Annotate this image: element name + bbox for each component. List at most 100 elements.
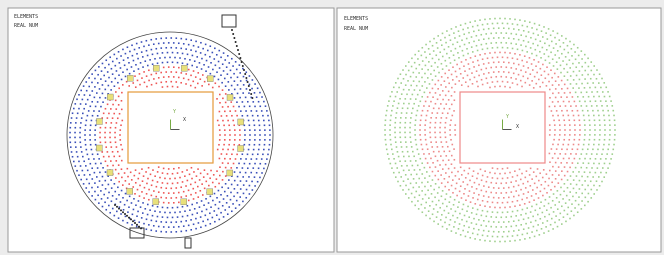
- element: [404, 160, 406, 162]
- element: [144, 60, 146, 62]
- element: [541, 30, 543, 32]
- element: [224, 111, 226, 113]
- element: [426, 115, 428, 117]
- element: [157, 181, 159, 183]
- element: [227, 149, 229, 151]
- element: [556, 110, 558, 112]
- element: [238, 163, 240, 165]
- element: [167, 86, 169, 88]
- element: [513, 196, 515, 198]
- element: [472, 83, 474, 85]
- element: [556, 61, 558, 63]
- element: [391, 91, 393, 93]
- element: [614, 129, 616, 131]
- element: [269, 124, 271, 126]
- element: [611, 105, 613, 107]
- element: [488, 196, 490, 198]
- element: [589, 158, 591, 160]
- element: [242, 68, 244, 70]
- element: [569, 134, 571, 136]
- element: [454, 134, 456, 136]
- element: [138, 68, 140, 70]
- element: [402, 107, 404, 109]
- element: [473, 192, 475, 194]
- element: [454, 91, 456, 93]
- element: [410, 122, 412, 124]
- element: [438, 59, 440, 61]
- element: [442, 226, 444, 228]
- element: [499, 173, 501, 175]
- block: [181, 65, 187, 71]
- element: [509, 52, 511, 54]
- element: [218, 124, 220, 126]
- element: [533, 33, 535, 35]
- element: [553, 193, 555, 195]
- element: [112, 195, 114, 197]
- element: [519, 169, 521, 171]
- element: [89, 134, 91, 136]
- element: [111, 146, 113, 148]
- element: [607, 167, 609, 169]
- element: [504, 241, 506, 243]
- element: [235, 61, 237, 63]
- element: [165, 71, 167, 73]
- element: [153, 190, 155, 192]
- element: [614, 134, 616, 136]
- element: [129, 73, 131, 75]
- element: [134, 193, 136, 195]
- element: [392, 105, 394, 107]
- element: [441, 44, 443, 46]
- element: [518, 220, 520, 222]
- element: [600, 87, 602, 89]
- element: [94, 134, 96, 136]
- element: [259, 125, 261, 127]
- panel-title: ELEMENTS: [14, 14, 38, 20]
- element: [467, 53, 469, 55]
- element: [570, 183, 572, 185]
- element: [259, 105, 261, 107]
- element: [131, 179, 133, 181]
- element: [233, 37, 235, 39]
- element: [441, 141, 443, 143]
- element: [427, 189, 429, 191]
- element: [508, 28, 510, 30]
- element: [92, 153, 94, 155]
- element: [268, 149, 270, 151]
- element: [254, 144, 256, 146]
- element: [118, 217, 120, 219]
- element: [586, 167, 588, 169]
- element: [190, 39, 192, 41]
- element: [414, 54, 416, 56]
- element: [545, 199, 547, 201]
- element: [415, 191, 417, 193]
- element: [522, 183, 524, 185]
- element: [461, 174, 463, 176]
- element: [428, 210, 430, 212]
- element: [448, 46, 450, 48]
- element: [433, 38, 435, 40]
- element: [609, 163, 611, 165]
- element: [530, 221, 532, 223]
- element: [397, 181, 399, 183]
- element: [451, 172, 453, 174]
- element: [163, 226, 165, 228]
- element: [399, 127, 401, 129]
- element: [118, 173, 120, 175]
- element: [107, 151, 109, 153]
- element: [126, 200, 128, 202]
- element: [175, 37, 177, 39]
- element: [448, 83, 450, 85]
- element: [192, 55, 194, 57]
- element: [462, 29, 464, 31]
- element: [454, 159, 456, 161]
- element: [115, 169, 117, 171]
- element: [223, 198, 225, 200]
- element: [468, 42, 470, 44]
- element: [410, 98, 412, 100]
- element: [118, 88, 120, 90]
- element: [584, 139, 586, 141]
- element: [464, 188, 466, 190]
- element: [141, 191, 143, 193]
- element: [606, 105, 608, 107]
- element: [73, 161, 75, 163]
